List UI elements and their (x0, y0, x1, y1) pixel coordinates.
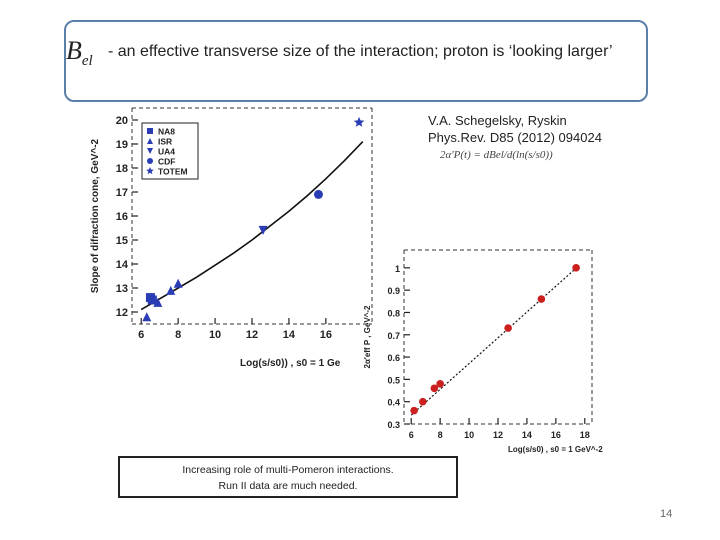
chart0-point-ua4 (258, 225, 268, 235)
chart1-ytick-label: 1 (395, 264, 400, 274)
chart1-point-data (537, 295, 546, 303)
chart1-ytick-label: 0.9 (387, 286, 400, 296)
chart1-xtick-label: 12 (493, 430, 503, 440)
formula: 2α'P(t) = dBel/d(ln(s/s0)) (440, 149, 553, 161)
chart0-point-isr (142, 312, 152, 322)
chart0-point-na8 (147, 295, 157, 305)
chart0-y-label: Slope of difraction cone, GeV^-2 (90, 138, 101, 293)
chart0-legend-label: TOTEM (158, 167, 188, 177)
chart0-xtick-label: 8 (175, 329, 181, 341)
chart1-point-data (410, 406, 418, 415)
chart0-ytick-label: 17 (116, 187, 128, 199)
caption-box: Increasing role of multi-Pomeron interac… (118, 456, 458, 498)
chart0-legend-label: NA8 (158, 127, 175, 137)
reference-journal: Phys.Rev. D85 (2012) 094024 (428, 130, 602, 145)
chart0-fit-line (140, 141, 364, 311)
chart1-ytick-label: 0.8 (387, 308, 400, 318)
chart0-point-totem (353, 116, 365, 127)
chart1-point-data (430, 384, 439, 393)
chart0-legend-label: UA4 (158, 147, 175, 157)
chart0-legend-label: ISR (158, 137, 172, 147)
chart0-ytick-label: 18 (116, 163, 128, 175)
chart0-point-isr (173, 278, 183, 288)
caption-line-1: Increasing role of multi-Pomeron interac… (182, 464, 394, 476)
chart0-ytick-label: 13 (116, 283, 128, 295)
caption-line-2: Run II data are much needed. (218, 480, 358, 492)
slope-symbol: Bel (66, 36, 93, 70)
reference-authors: V.A. Schegelsky, Ryskin (428, 113, 567, 128)
chart0-ytick-label: 14 (116, 259, 129, 271)
chart1-point-data (436, 380, 444, 388)
chart1-fit-line (410, 265, 580, 416)
chart0-x-label: Log(s/s0)) , s0 = 1 Ge (240, 358, 341, 369)
chart1-point-data (419, 397, 427, 406)
chart0-xtick-label: 6 (138, 329, 144, 341)
chart0-ytick-label: 15 (116, 235, 128, 247)
chart1-ytick-label: 0.6 (387, 353, 400, 363)
chart1-ytick-label: 0.4 (387, 398, 400, 408)
chart0-legend-marker (146, 167, 154, 175)
chart0-legend-marker (147, 148, 153, 154)
chart0-xtick-label: 16 (320, 329, 332, 341)
chart0-point-isr (153, 297, 163, 307)
chart1-xtick-label: 6 (409, 430, 414, 440)
chart0-legend-label: CDF (158, 157, 175, 167)
chart1-point-data (504, 324, 512, 332)
chart1-xtick-label: 14 (522, 430, 532, 440)
chart1-xtick-label: 16 (551, 430, 561, 440)
chart1-x-label: Log(s/s0) , s0 = 1 GeV^-2 (508, 445, 603, 454)
chart0-xtick-label: 10 (209, 329, 221, 341)
title-box (64, 20, 648, 102)
chart0-ytick-label: 16 (116, 211, 128, 223)
chart0-legend-marker (147, 158, 153, 164)
chart0-legend-marker (147, 128, 153, 134)
page-number: 14 (660, 508, 673, 520)
chart1-ytick-label: 0.3 (387, 420, 400, 430)
chart1-xtick-label: 8 (438, 430, 443, 440)
chart1-ytick-label: 0.7 (387, 331, 400, 341)
chart0-legend-marker (147, 138, 153, 144)
chart0-ytick-label: 20 (116, 115, 128, 127)
chart0-point-isr (166, 285, 176, 295)
chart1-xtick-label: 10 (464, 430, 474, 440)
chart0-point-cdf (313, 189, 323, 199)
slide-title: - an effective transverse size of the in… (108, 43, 613, 60)
chart1-ytick-label: 0.5 (387, 375, 400, 385)
chart0-ytick-label: 19 (116, 139, 128, 151)
chart0-xtick-label: 12 (246, 329, 258, 341)
chart1-point-data (572, 264, 580, 272)
chart1-y-label: 2α'eff P , GeV^-2 (363, 305, 372, 368)
chart0-ytick-label: 12 (116, 307, 128, 319)
chart0-xtick-label: 14 (283, 329, 296, 341)
chart1-xtick-label: 18 (580, 430, 590, 440)
